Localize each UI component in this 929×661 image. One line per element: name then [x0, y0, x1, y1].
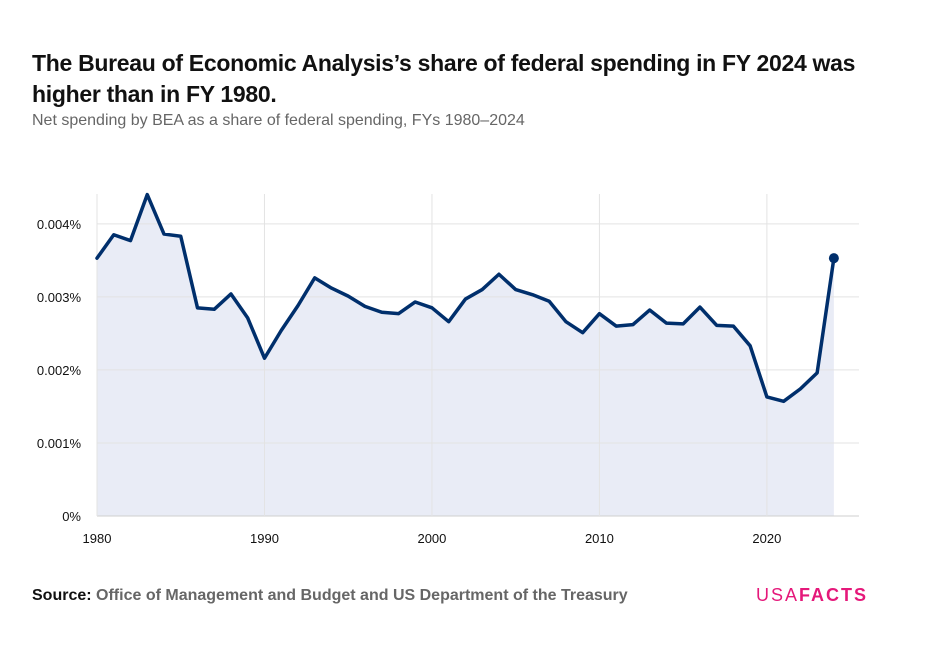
chart-subtitle: Net spending by BEA as a share of federa…: [32, 112, 525, 129]
y-tick-label: 0.002%: [37, 363, 82, 378]
x-tick-label: 2000: [417, 531, 446, 546]
y-tick-label: 0%: [62, 509, 81, 524]
source-text: Office of Management and Budget and US D…: [96, 587, 628, 604]
y-tick-label: 0.001%: [37, 436, 82, 451]
x-tick-label: 1990: [250, 531, 279, 546]
y-tick-label: 0.004%: [37, 217, 82, 232]
x-tick-label: 2010: [585, 531, 614, 546]
area-fill: [97, 194, 834, 517]
source-note: Source: Office of Management and Budget …: [32, 587, 628, 605]
source-label: Source:: [32, 587, 92, 604]
usafacts-logo: USAFACTS: [756, 585, 868, 606]
series-line: [95, 192, 836, 404]
x-tick-label: 2020: [752, 531, 781, 546]
logo-usa: USA: [756, 585, 800, 605]
y-tick-label: 0.003%: [37, 290, 82, 305]
chart-title: The Bureau of Economic Analysis’s share …: [32, 50, 856, 107]
last-data-point: [828, 253, 839, 264]
x-tick-label: 1980: [83, 531, 112, 546]
logo-facts: FACTS: [799, 585, 869, 605]
